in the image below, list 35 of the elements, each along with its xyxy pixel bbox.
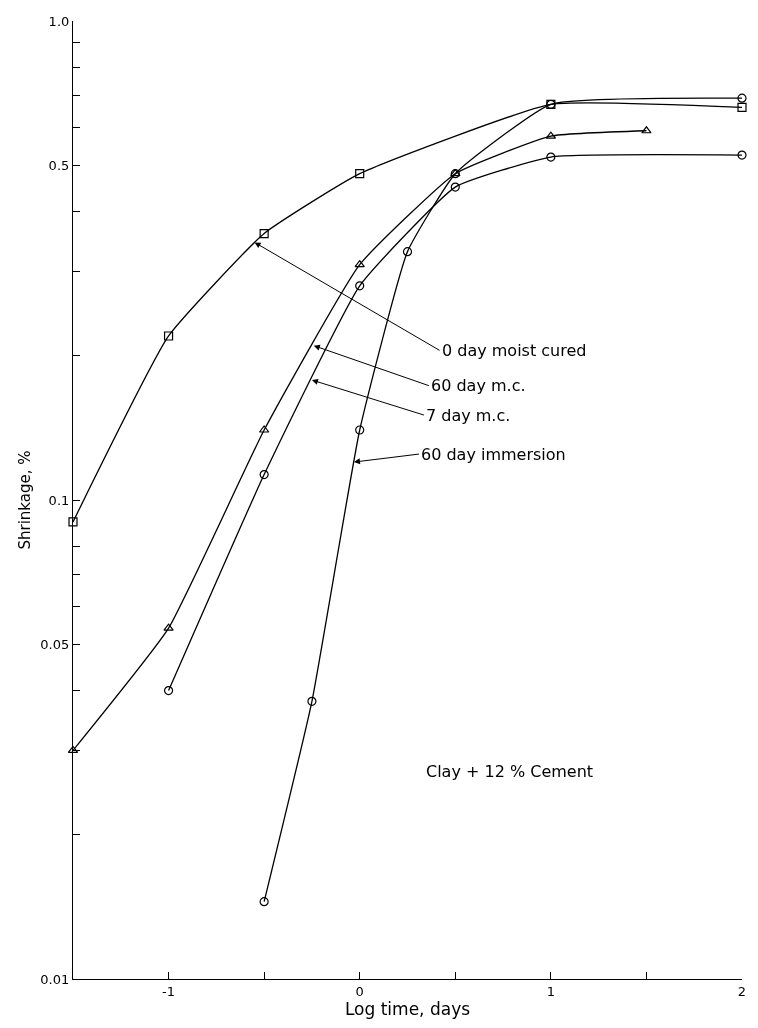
point bbox=[450, 182, 460, 192]
point bbox=[737, 93, 747, 103]
point bbox=[163, 623, 174, 631]
y-tick-label: 1.0 bbox=[48, 13, 70, 29]
point bbox=[307, 696, 317, 706]
point bbox=[163, 331, 174, 341]
point bbox=[641, 126, 652, 134]
point bbox=[402, 247, 413, 257]
x-tick-label: 1 bbox=[546, 983, 555, 999]
point bbox=[68, 517, 78, 527]
y-tick-label: 0.05 bbox=[40, 636, 70, 652]
x-axis-title: Log time, days bbox=[344, 998, 471, 1019]
x-tick-label: 0 bbox=[355, 983, 364, 999]
x-tick-label: -1 bbox=[162, 983, 176, 999]
y-tick-label: 0.5 bbox=[48, 157, 70, 173]
annotation: 60 day m.c. bbox=[431, 376, 526, 395]
point bbox=[737, 102, 747, 113]
y-tick-label: 0.01 bbox=[40, 971, 70, 987]
point bbox=[259, 228, 269, 239]
y-axis-title: Shrinkage, % bbox=[15, 450, 34, 550]
point bbox=[737, 150, 747, 160]
annotation: 0 day moist cured bbox=[442, 341, 587, 360]
point bbox=[163, 686, 174, 696]
point bbox=[259, 469, 269, 480]
point bbox=[546, 152, 556, 162]
point bbox=[355, 169, 365, 179]
annotation: Clay + 12 % Cement bbox=[426, 762, 594, 781]
point bbox=[355, 425, 365, 435]
x-tick-label: 2 bbox=[737, 983, 747, 999]
annotation: 7 day m.c. bbox=[426, 406, 511, 425]
point bbox=[354, 260, 365, 268]
annotation: 60 day immersion bbox=[421, 445, 566, 464]
point bbox=[355, 281, 365, 291]
point bbox=[259, 897, 269, 907]
y-tick-label: 0.1 bbox=[48, 492, 70, 508]
